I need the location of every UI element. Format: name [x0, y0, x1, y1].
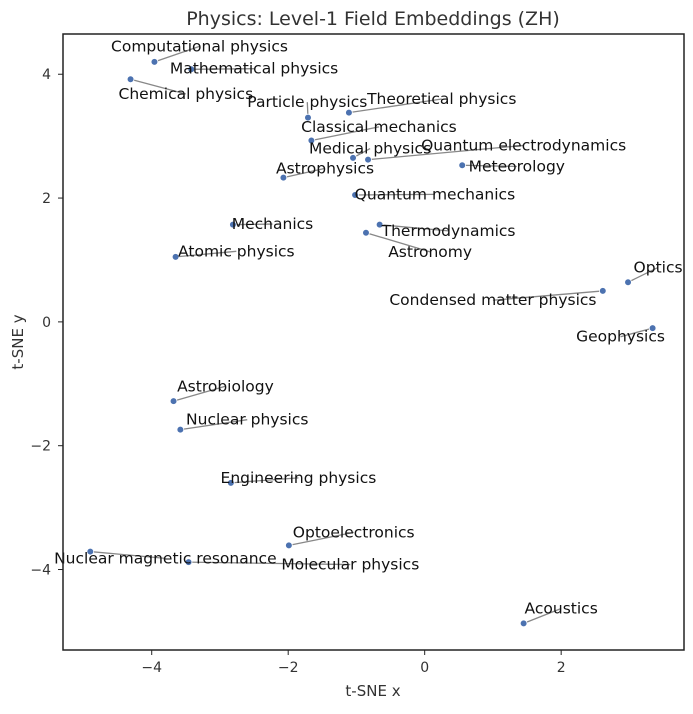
- x-tick-label: 2: [557, 660, 566, 676]
- leader-line: [191, 68, 255, 70]
- leader-line: [188, 561, 351, 566]
- data-point: [648, 324, 657, 332]
- y-axis-label: t-SNE y: [9, 314, 27, 369]
- leader-line: [355, 193, 435, 196]
- data-point: [176, 425, 185, 434]
- data-point: [184, 558, 193, 566]
- data-point: [349, 154, 357, 162]
- leader-line: [90, 550, 166, 560]
- data-point: [229, 220, 237, 229]
- point-label: Medical physics: [309, 140, 431, 158]
- leader-line: [462, 164, 517, 168]
- leader-line: [130, 78, 187, 95]
- leader-line: [348, 98, 442, 114]
- y-tick-label: 2: [42, 191, 51, 207]
- data-points: [86, 58, 657, 628]
- point-label: Astrobiology: [177, 377, 274, 395]
- data-point: [458, 161, 467, 170]
- y-tick-label: −2: [30, 439, 51, 455]
- data-point: [126, 75, 135, 83]
- leader-line: [311, 126, 380, 142]
- data-point: [187, 65, 196, 74]
- x-tick-label: 0: [420, 660, 429, 676]
- data-point: [279, 173, 288, 182]
- data-point: [362, 228, 370, 237]
- data-point: [345, 108, 353, 117]
- data-point: [169, 397, 178, 405]
- point-label: Astrophysics: [276, 159, 374, 177]
- point-label: Nuclear magnetic resonance: [54, 549, 277, 567]
- point-label: Optics: [634, 258, 683, 276]
- leader-line: [379, 224, 449, 232]
- point-label: Mathematical physics: [170, 60, 338, 78]
- point-labels: Computational physics Mathematical physic…: [54, 37, 682, 617]
- data-point: [285, 541, 293, 550]
- point-label: Atomic physics: [178, 242, 295, 260]
- data-point: [304, 113, 312, 122]
- leader-line: [175, 250, 237, 258]
- leader-line: [230, 477, 299, 484]
- data-point: [519, 619, 528, 628]
- leader-line: [173, 385, 226, 402]
- point-label: Nuclear physics: [186, 411, 308, 429]
- point-label: Optoelectronics: [293, 523, 415, 541]
- chart-title: Physics: Level-1 Field Embeddings (ZH): [186, 8, 560, 30]
- y-tick-label: 0: [42, 315, 51, 331]
- point-label: Meteorology: [469, 157, 565, 175]
- point-label: Theoretical physics: [366, 90, 516, 108]
- leader-line: [180, 419, 248, 431]
- leader-line: [232, 223, 273, 226]
- leader-line: [523, 607, 562, 624]
- data-point: [227, 479, 235, 487]
- point-label: Particle physics: [247, 93, 367, 111]
- data-point: [364, 155, 372, 164]
- leader-line: [283, 167, 326, 179]
- leader-line: [627, 266, 659, 283]
- data-point: [171, 253, 180, 261]
- y-tick-label: −4: [30, 563, 51, 579]
- x-tick-label: −2: [278, 660, 299, 676]
- label-leader-lines: [90, 45, 659, 624]
- data-point: [598, 287, 607, 295]
- data-point: [150, 58, 159, 66]
- data-point: [351, 191, 359, 199]
- leader-line: [367, 144, 524, 161]
- leader-line: [492, 290, 603, 301]
- point-label: Geophysics: [576, 328, 665, 346]
- point-label: Acoustics: [525, 600, 598, 618]
- data-point: [307, 136, 316, 145]
- data-point: [86, 547, 95, 556]
- point-label: Molecular physics: [281, 556, 419, 574]
- point-label: Mechanics: [232, 215, 313, 233]
- point-label: Classical mechanics: [301, 118, 457, 136]
- axis-ticks: −4 −2 0 2 −4 −2 0 2 4: [30, 67, 565, 676]
- point-label: Astronomy: [388, 243, 472, 261]
- x-tick-label: −4: [141, 660, 162, 676]
- point-label: Quantum mechanics: [355, 185, 515, 203]
- leader-line: [288, 531, 354, 547]
- point-label: Computational physics: [111, 37, 288, 55]
- point-label: Thermodynamics: [381, 222, 516, 240]
- data-point: [375, 220, 384, 229]
- x-axis-label: t-SNE x: [345, 682, 400, 700]
- plot-frame: [62, 33, 685, 651]
- point-label: Chemical physics: [119, 85, 254, 103]
- data-point: [624, 278, 632, 287]
- point-label: Quantum electrodynamics: [421, 136, 626, 154]
- leader-line: [154, 45, 200, 63]
- leader-line: [365, 232, 431, 253]
- y-tick-label: 4: [42, 67, 51, 83]
- point-label: Condensed matter physics: [389, 291, 596, 309]
- point-label: Engineering physics: [221, 469, 377, 487]
- leader-line: [620, 327, 653, 338]
